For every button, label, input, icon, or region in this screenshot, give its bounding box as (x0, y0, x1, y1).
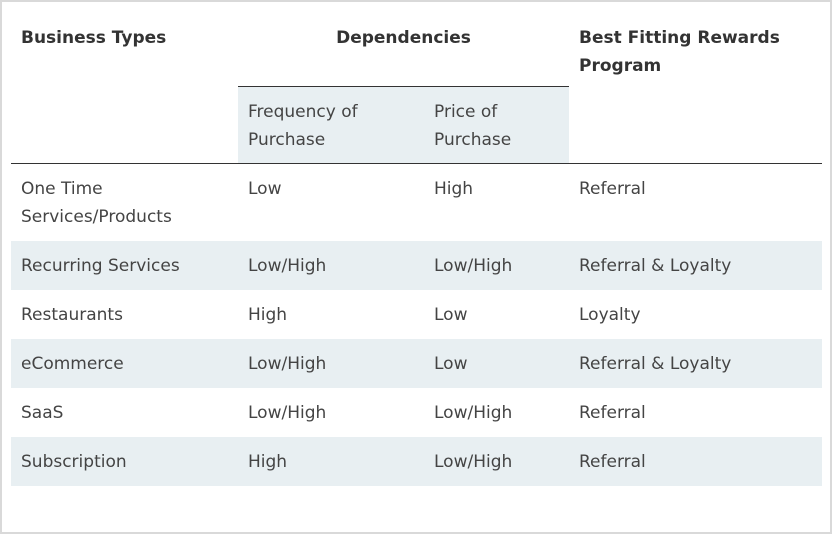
header-best-fitting-program: Best Fitting Rewards Program (579, 24, 809, 80)
dependencies-divider (238, 86, 569, 87)
cell-price: Low (434, 305, 468, 325)
table-row: eCommerce Low/High Low Referral & Loyalt… (11, 339, 822, 388)
subheader-frequency-line1: Frequency of (248, 102, 358, 122)
subheader-frequency-line2: Purchase (248, 130, 326, 150)
cell-frequency: Low/High (248, 403, 327, 423)
table-row: Subscription High Low/High Referral (11, 437, 822, 486)
cell-business-type: Subscription (21, 452, 127, 472)
rewards-table: Business Types Dependencies Best Fitting… (11, 14, 822, 527)
cell-program: Referral (579, 179, 646, 199)
subheader-price: Price of Purchase (434, 98, 511, 154)
cell-business-type: Restaurants (21, 305, 123, 325)
cell-frequency: High (248, 305, 288, 325)
table-row: Recurring Services Low/High Low/High Ref… (11, 241, 822, 290)
cell-program: Loyalty (579, 305, 641, 325)
cell-business-type: One Time Services/Products (21, 175, 221, 231)
cell-program: Referral & Loyalty (579, 354, 732, 374)
cell-business-type: SaaS (21, 403, 64, 423)
table-row: One Time Services/Products Low High Refe… (11, 164, 822, 241)
header-best-line1: Best Fitting Rewards (579, 28, 780, 48)
table-row: Restaurants High Low Loyalty (11, 290, 822, 339)
cell-frequency: Low/High (248, 256, 327, 276)
cell-frequency: High (248, 452, 288, 472)
subheader-frequency: Frequency of Purchase (248, 98, 358, 154)
header-dependencies: Dependencies (336, 28, 471, 48)
subheader-price-line1: Price of (434, 102, 498, 122)
header-best-line2: Program (579, 56, 662, 76)
table-row: SaaS Low/High Low/High Referral (11, 388, 822, 437)
cell-frequency: Low (248, 179, 282, 199)
cell-price: Low (434, 354, 468, 374)
cell-price: Low/High (434, 403, 513, 423)
cell-program: Referral (579, 403, 646, 423)
subheader-background (238, 87, 569, 164)
header-divider (11, 163, 822, 164)
cell-frequency: Low/High (248, 354, 327, 374)
cell-business-type-line2: Services/Products (21, 207, 172, 227)
header-business-types: Business Types (21, 28, 167, 48)
cell-program: Referral (579, 452, 646, 472)
cell-price: High (434, 179, 474, 199)
cell-price: Low/High (434, 256, 513, 276)
subheader-price-line2: Purchase (434, 130, 512, 150)
cell-business-type: eCommerce (21, 354, 124, 374)
cell-program: Referral & Loyalty (579, 256, 732, 276)
cell-business-type-line1: One Time (21, 179, 103, 199)
cell-business-type: Recurring Services (21, 256, 180, 276)
cell-price: Low/High (434, 452, 513, 472)
